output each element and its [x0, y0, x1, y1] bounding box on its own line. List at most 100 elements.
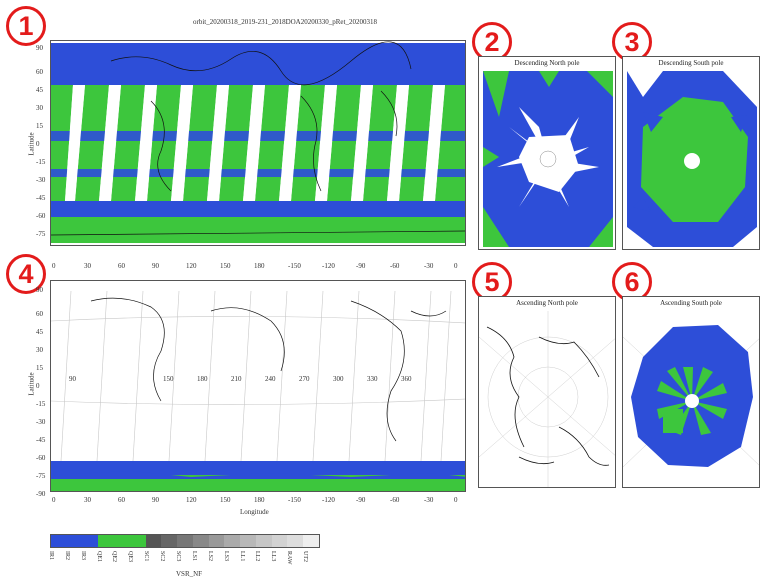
polar-plot: [479, 311, 615, 487]
marker-1: 1: [6, 6, 46, 46]
xtick: 60: [118, 496, 125, 504]
inline-label: 90: [69, 375, 77, 383]
xtick: 0: [52, 262, 56, 270]
colorbar-label: QE3: [127, 551, 134, 562]
bottom-map-ytick: 0: [36, 382, 40, 390]
top-map-ytick: -15: [36, 158, 46, 166]
xtick: 30: [84, 262, 91, 270]
top-map-ytick: 90: [36, 44, 43, 52]
bottom-map-ytick: -15: [36, 400, 46, 408]
top-map-y-ticks: 90 60 45 30 15 0 -15 -30 -45 -60 -75: [36, 44, 50, 244]
top-map-ytick: 60: [36, 68, 43, 76]
polar-title: Ascending North pole: [516, 299, 578, 307]
polar-title: Descending South pole: [658, 59, 724, 67]
bottom-map-xlabel: Longitude: [240, 508, 269, 516]
colorbar-label: RAW: [286, 551, 293, 565]
colorbar-cell: [271, 535, 288, 547]
colorbar-cell: [114, 535, 130, 547]
xtick: -120: [322, 496, 335, 504]
colorbar-cell: [287, 535, 304, 547]
polar-panel-ascending-north: Ascending North pole: [478, 296, 616, 488]
bottom-map-panel: 90 150 180 210 240 270 300 330 360: [50, 280, 466, 492]
xtick: 150: [220, 262, 231, 270]
colorbar-cell: [82, 535, 99, 547]
top-map-ytick: -60: [36, 212, 46, 220]
xtick: -30: [424, 262, 434, 270]
xtick: 120: [186, 262, 197, 270]
colorbar-label: QE2: [111, 551, 118, 562]
bottom-map-x-ticks-top: 0 30 60 90 120 150 180 -150 -120 -90 -60…: [50, 262, 466, 272]
polar-panel-descending-south: Descending South pole: [622, 56, 760, 250]
bottom-map-ytick: 60: [36, 310, 43, 318]
colorbar: [50, 534, 320, 548]
inline-label: 300: [333, 375, 344, 383]
bottom-map-ytick: -60: [36, 454, 46, 462]
colorbar-cell: [145, 535, 162, 547]
xtick: 90: [152, 262, 159, 270]
colorbar-label: LL3: [270, 551, 277, 562]
colorbar-label: IR2: [63, 551, 70, 560]
bottom-map-ytick: 45: [36, 328, 43, 336]
xtick: -120: [322, 262, 335, 270]
xtick: 120: [186, 496, 197, 504]
top-map-ytick: -75: [36, 230, 46, 238]
colorbar-cell: [224, 535, 241, 547]
colorbar-cell: [240, 535, 256, 547]
colorbar-label: SC2: [159, 551, 166, 562]
xtick: 180: [254, 496, 265, 504]
colorbar-cell: [303, 535, 320, 547]
colorbar-cell: [51, 535, 67, 547]
colorbar-label: LS1: [190, 551, 197, 562]
xtick: -60: [390, 262, 400, 270]
colorbar-cell: [208, 535, 225, 547]
marker-4: 4: [6, 254, 46, 294]
colorbar-label: QE1: [95, 551, 102, 562]
bottom-map-ytick: -75: [36, 472, 46, 480]
colorbar-label: IR1: [47, 551, 54, 560]
top-map-ytick: 15: [36, 122, 43, 130]
inline-label: 330: [367, 375, 378, 383]
colorbar-label: SC1: [143, 551, 150, 562]
inline-label: 150: [163, 375, 174, 383]
top-map-ytick: -30: [36, 176, 46, 184]
xtick: 0: [454, 496, 458, 504]
bottom-map-ytick: 30: [36, 346, 43, 354]
colorbar-cell: [98, 535, 115, 547]
colorbar-label: LL1: [238, 551, 245, 562]
inline-label: 270: [299, 375, 310, 383]
polar-plot: [483, 71, 613, 247]
bottom-map-ytick: 15: [36, 364, 43, 372]
xtick: -90: [356, 262, 366, 270]
colorbar-label: UT2: [302, 551, 309, 562]
xtick: -150: [288, 262, 301, 270]
inline-label: 180: [197, 375, 208, 383]
bottom-map-ytick: 90: [36, 286, 43, 294]
colorbar-cell: [192, 535, 209, 547]
bottom-map-ytick: -45: [36, 436, 46, 444]
colorbar-cell: [255, 535, 272, 547]
colorbar-label: SC3: [175, 551, 181, 562]
top-map-ytick: 0: [36, 140, 40, 148]
xtick: -60: [390, 496, 400, 504]
xtick: -30: [424, 496, 434, 504]
polar-title: Ascending South pole: [660, 299, 722, 307]
xtick: -150: [288, 496, 301, 504]
colorbar-label: LL2: [254, 551, 261, 562]
inline-label: 360: [401, 375, 412, 383]
colorbar-cell: [129, 535, 146, 547]
top-map-ylabel: Latitude: [27, 132, 36, 156]
bottom-map-x-ticks: 0 30 60 90 120 150 180 -150 -120 -90 -60…: [50, 496, 466, 506]
polar-plot: [623, 325, 759, 468]
xtick: 60: [118, 262, 125, 270]
main-title: orbit_20200318_2019-231_2018DOA20200330_…: [193, 18, 377, 26]
inline-label: 210: [231, 375, 242, 383]
top-map-ytick: 30: [36, 104, 43, 112]
xtick: 0: [454, 262, 458, 270]
bottom-map-ylabel: Latitude: [27, 372, 36, 396]
polar-panel-ascending-south: Ascending South pole: [622, 296, 760, 488]
xtick: 180: [254, 262, 265, 270]
colorbar-cell: [66, 535, 83, 547]
polar-title: Descending North pole: [514, 59, 580, 67]
bottom-map-swaths: 90 150 180 210 240 270 300 330 360: [51, 290, 465, 491]
top-map-ytick: -45: [36, 194, 46, 202]
